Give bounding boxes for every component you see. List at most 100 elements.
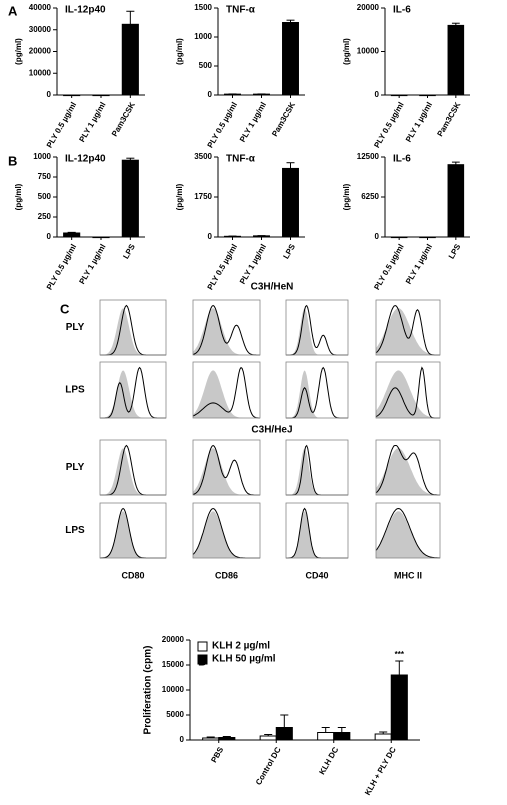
y-axis-label: (pg/ml) [175, 183, 184, 210]
histogram-fill [193, 308, 260, 355]
x-tick-label: KLH + PLY DC [363, 745, 398, 796]
bar [218, 737, 236, 741]
y-tick-label: 750 [38, 172, 52, 181]
chart-title: TNF-α [226, 5, 256, 16]
histogram-fill [100, 448, 166, 495]
bar [374, 733, 392, 741]
y-tick-label: 0 [375, 232, 380, 241]
row-label: LPS [65, 385, 85, 396]
histogram-outline [286, 444, 348, 496]
bar [317, 732, 335, 741]
y-tick-label: 20000 [29, 47, 52, 56]
legend-swatch [197, 654, 208, 665]
y-tick-label: 0 [47, 232, 52, 241]
bar [282, 167, 299, 238]
y-tick-label: 12500 [357, 152, 380, 161]
x-tick-label: PLY 1 µg/ml [238, 243, 268, 286]
bar [390, 94, 408, 97]
bar [419, 94, 436, 97]
x-tick-label: LPS [121, 242, 137, 261]
x-tick-label: PLY 1 µg/ml [238, 101, 268, 144]
y-axis-label: (pg/ml) [14, 38, 23, 65]
histogram-frame [285, 299, 349, 356]
y-tick-label: 30000 [29, 25, 52, 34]
y-tick-label: 500 [199, 61, 213, 70]
row-label: PLY [66, 322, 85, 333]
bar [447, 164, 465, 238]
histogram-frame [99, 361, 167, 419]
histogram-frame [375, 361, 441, 419]
bar [275, 727, 293, 741]
y-tick-label: 3500 [194, 152, 212, 161]
histogram-frame [192, 439, 261, 496]
x-tick-label: Pam3CSK [110, 100, 137, 138]
bar [121, 159, 139, 238]
row-label: LPS [65, 525, 85, 536]
y-tick-label: 1000 [33, 152, 51, 161]
bar [282, 22, 299, 96]
y-tick-label: 0 [208, 90, 213, 99]
bar [92, 94, 110, 97]
x-tick-label: PLY 0.5 µg/ml [206, 243, 239, 292]
bar [121, 23, 139, 96]
bar [333, 732, 351, 741]
y-tick-label: 0 [375, 90, 380, 99]
x-tick-label: LPS [447, 242, 463, 261]
histogram-outline [286, 366, 348, 419]
histogram-fill [286, 308, 348, 355]
y-axis-label: Proliferation (cpm) [143, 646, 154, 735]
y-tick-label: 0 [47, 90, 52, 99]
histogram-fill [193, 511, 260, 558]
x-tick-label: Pam3CSK [435, 100, 462, 138]
histogram-fill [376, 448, 440, 495]
y-axis-label: (pg/ml) [14, 183, 23, 210]
y-tick-label: 6250 [361, 192, 379, 201]
histogram-frame [99, 502, 167, 559]
histogram-outline [286, 507, 348, 559]
panel-label: C [60, 301, 70, 316]
bar [202, 737, 220, 741]
y-tick-label: 10000 [29, 68, 52, 77]
y-tick-label: 250 [38, 212, 52, 221]
x-tick-label: PLY 0.5 µg/ml [372, 243, 405, 292]
chart-title: TNF-α [226, 154, 256, 165]
histogram-fill [193, 448, 260, 495]
group-title: C3H/HeJ [251, 425, 292, 436]
histogram-frame [285, 439, 349, 496]
x-tick-label: PLY 1 µg/ml [77, 101, 107, 144]
histogram-fill [376, 308, 440, 355]
chart-title: IL-12p40 [65, 154, 106, 165]
y-tick-label: 0 [208, 232, 213, 241]
histogram-frame [192, 299, 261, 356]
group-title: C3H/HeN [251, 282, 294, 293]
histogram-outline [375, 507, 440, 559]
y-tick-label: 5000 [166, 710, 184, 719]
x-tick-label: PLY 1 µg/ml [77, 243, 107, 286]
y-tick-label: 20000 [162, 635, 185, 644]
histogram-frame [285, 502, 349, 559]
panel-label: B [8, 153, 17, 168]
histogram-fill [286, 370, 348, 418]
x-tick-label: PLY 0.5 µg/ml [206, 101, 239, 150]
histogram-fill [376, 370, 440, 418]
y-axis-label: (pg/ml) [342, 183, 351, 210]
x-tick-label: PLY 1 µg/ml [404, 101, 434, 144]
bar [447, 24, 465, 96]
legend-label: KLH 50 µg/ml [212, 654, 276, 665]
bar [390, 674, 408, 741]
histogram-fill [100, 370, 166, 418]
y-tick-label: 10000 [162, 685, 185, 694]
y-tick-label: 0 [180, 735, 185, 744]
histogram-frame [375, 502, 441, 559]
histogram-fill [100, 308, 166, 355]
y-tick-label: 1750 [194, 192, 212, 201]
histogram-outline [192, 444, 260, 496]
histogram-frame [285, 361, 349, 419]
x-tick-label: Pam3CSK [270, 100, 297, 138]
y-tick-label: 40000 [29, 3, 52, 12]
chart-title: IL-6 [393, 5, 411, 16]
histogram-frame [99, 299, 167, 356]
bar [63, 94, 81, 97]
histogram-fill [376, 511, 440, 558]
